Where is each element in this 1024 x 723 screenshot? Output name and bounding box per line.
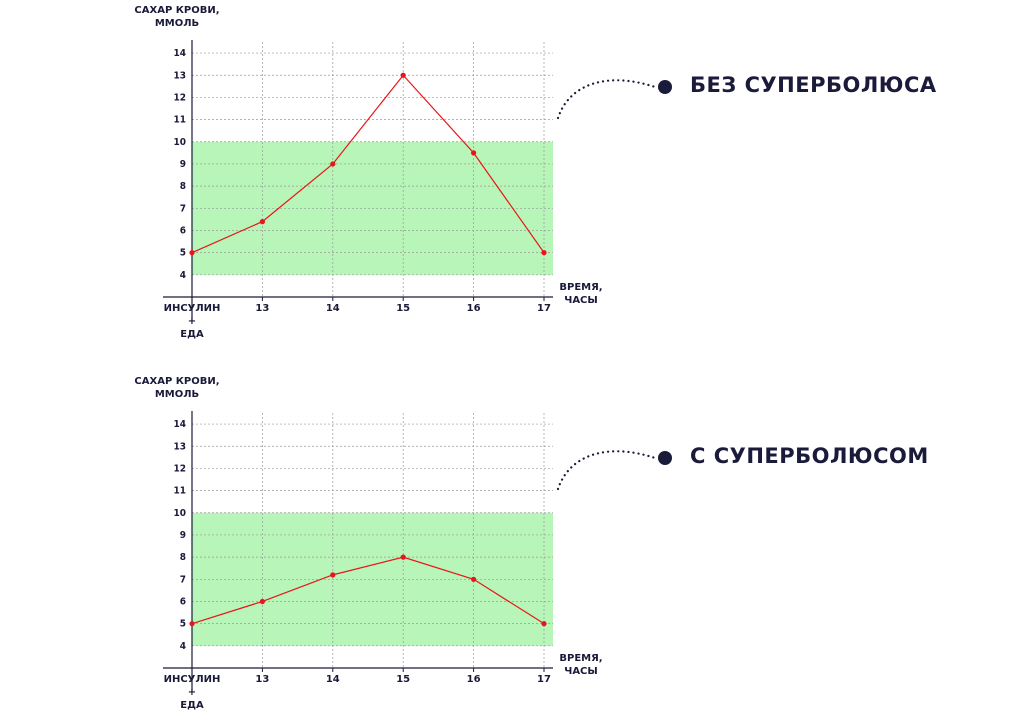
x-tick-label: ИНСУЛИН + ЕДА — [163, 303, 221, 340]
y-tick-label: 12 — [173, 463, 186, 474]
y-tick-label: 8 — [180, 181, 186, 192]
legend-dot — [658, 80, 672, 94]
y-tick-label: 14 — [173, 48, 186, 59]
y-tick-label: 10 — [173, 137, 186, 148]
legend-label: С СУПЕРБОЛЮСОМ — [690, 444, 929, 468]
y-tick-label: 11 — [173, 486, 186, 497]
x-tick-label: 14 — [325, 674, 340, 685]
x-axis-label: ВРЕМЯ, ЧАСЫ — [559, 282, 603, 306]
y-tick-label: 6 — [180, 225, 186, 236]
point — [471, 576, 477, 582]
point — [541, 250, 547, 256]
y-tick-label: 6 — [180, 596, 186, 607]
point — [330, 161, 336, 167]
x-tick-label: 16 — [466, 303, 481, 314]
legend-dot — [658, 451, 672, 465]
y-tick-label: 4 — [180, 641, 186, 652]
point — [189, 621, 195, 627]
x-tick-label: ИНСУЛИН + ЕДА — [163, 674, 221, 711]
x-tick-label: 15 — [396, 303, 411, 314]
y-tick-label: 7 — [180, 574, 186, 585]
y-tick-label: 10 — [173, 508, 186, 519]
point — [330, 572, 336, 578]
x-tick-label: 13 — [255, 674, 270, 685]
y-tick-label: 5 — [180, 248, 186, 259]
legend-connector — [556, 79, 657, 120]
y-tick-label: 12 — [173, 92, 186, 103]
y-tick-label: 13 — [173, 441, 186, 452]
point — [189, 250, 195, 256]
y-axis-label: САХАР КРОВИ, ММОЛЬ — [134, 376, 220, 400]
x-tick-label: 17 — [537, 303, 551, 314]
x-tick-label: 17 — [537, 674, 551, 685]
x-tick-label: 16 — [466, 674, 481, 685]
legend-label: БЕЗ СУПЕРБОЛЮСА — [690, 73, 937, 97]
x-tick-label: 13 — [255, 303, 270, 314]
y-tick-label: 8 — [180, 552, 186, 563]
y-axis-label: САХАР КРОВИ, ММОЛЬ — [134, 5, 220, 29]
point — [400, 72, 406, 78]
x-tick-label: 14 — [325, 303, 340, 314]
y-tick-label: 4 — [180, 270, 186, 281]
point — [259, 598, 265, 605]
point — [259, 219, 265, 225]
legend-connector — [556, 450, 657, 491]
y-tick-label: 13 — [173, 70, 186, 81]
x-tick-label: 15 — [396, 674, 411, 685]
y-tick-label: 9 — [180, 159, 186, 170]
y-tick-label: 9 — [180, 530, 186, 541]
series-line — [191, 556, 545, 625]
y-tick-label: 11 — [173, 115, 186, 126]
y-tick-label: 7 — [180, 203, 186, 214]
x-axis-label: ВРЕМЯ, ЧАСЫ — [559, 653, 603, 677]
series-line — [191, 74, 545, 254]
point — [541, 621, 547, 627]
y-tick-label: 14 — [173, 419, 186, 430]
point — [400, 554, 406, 560]
point — [471, 150, 477, 156]
y-tick-label: 5 — [180, 619, 186, 630]
